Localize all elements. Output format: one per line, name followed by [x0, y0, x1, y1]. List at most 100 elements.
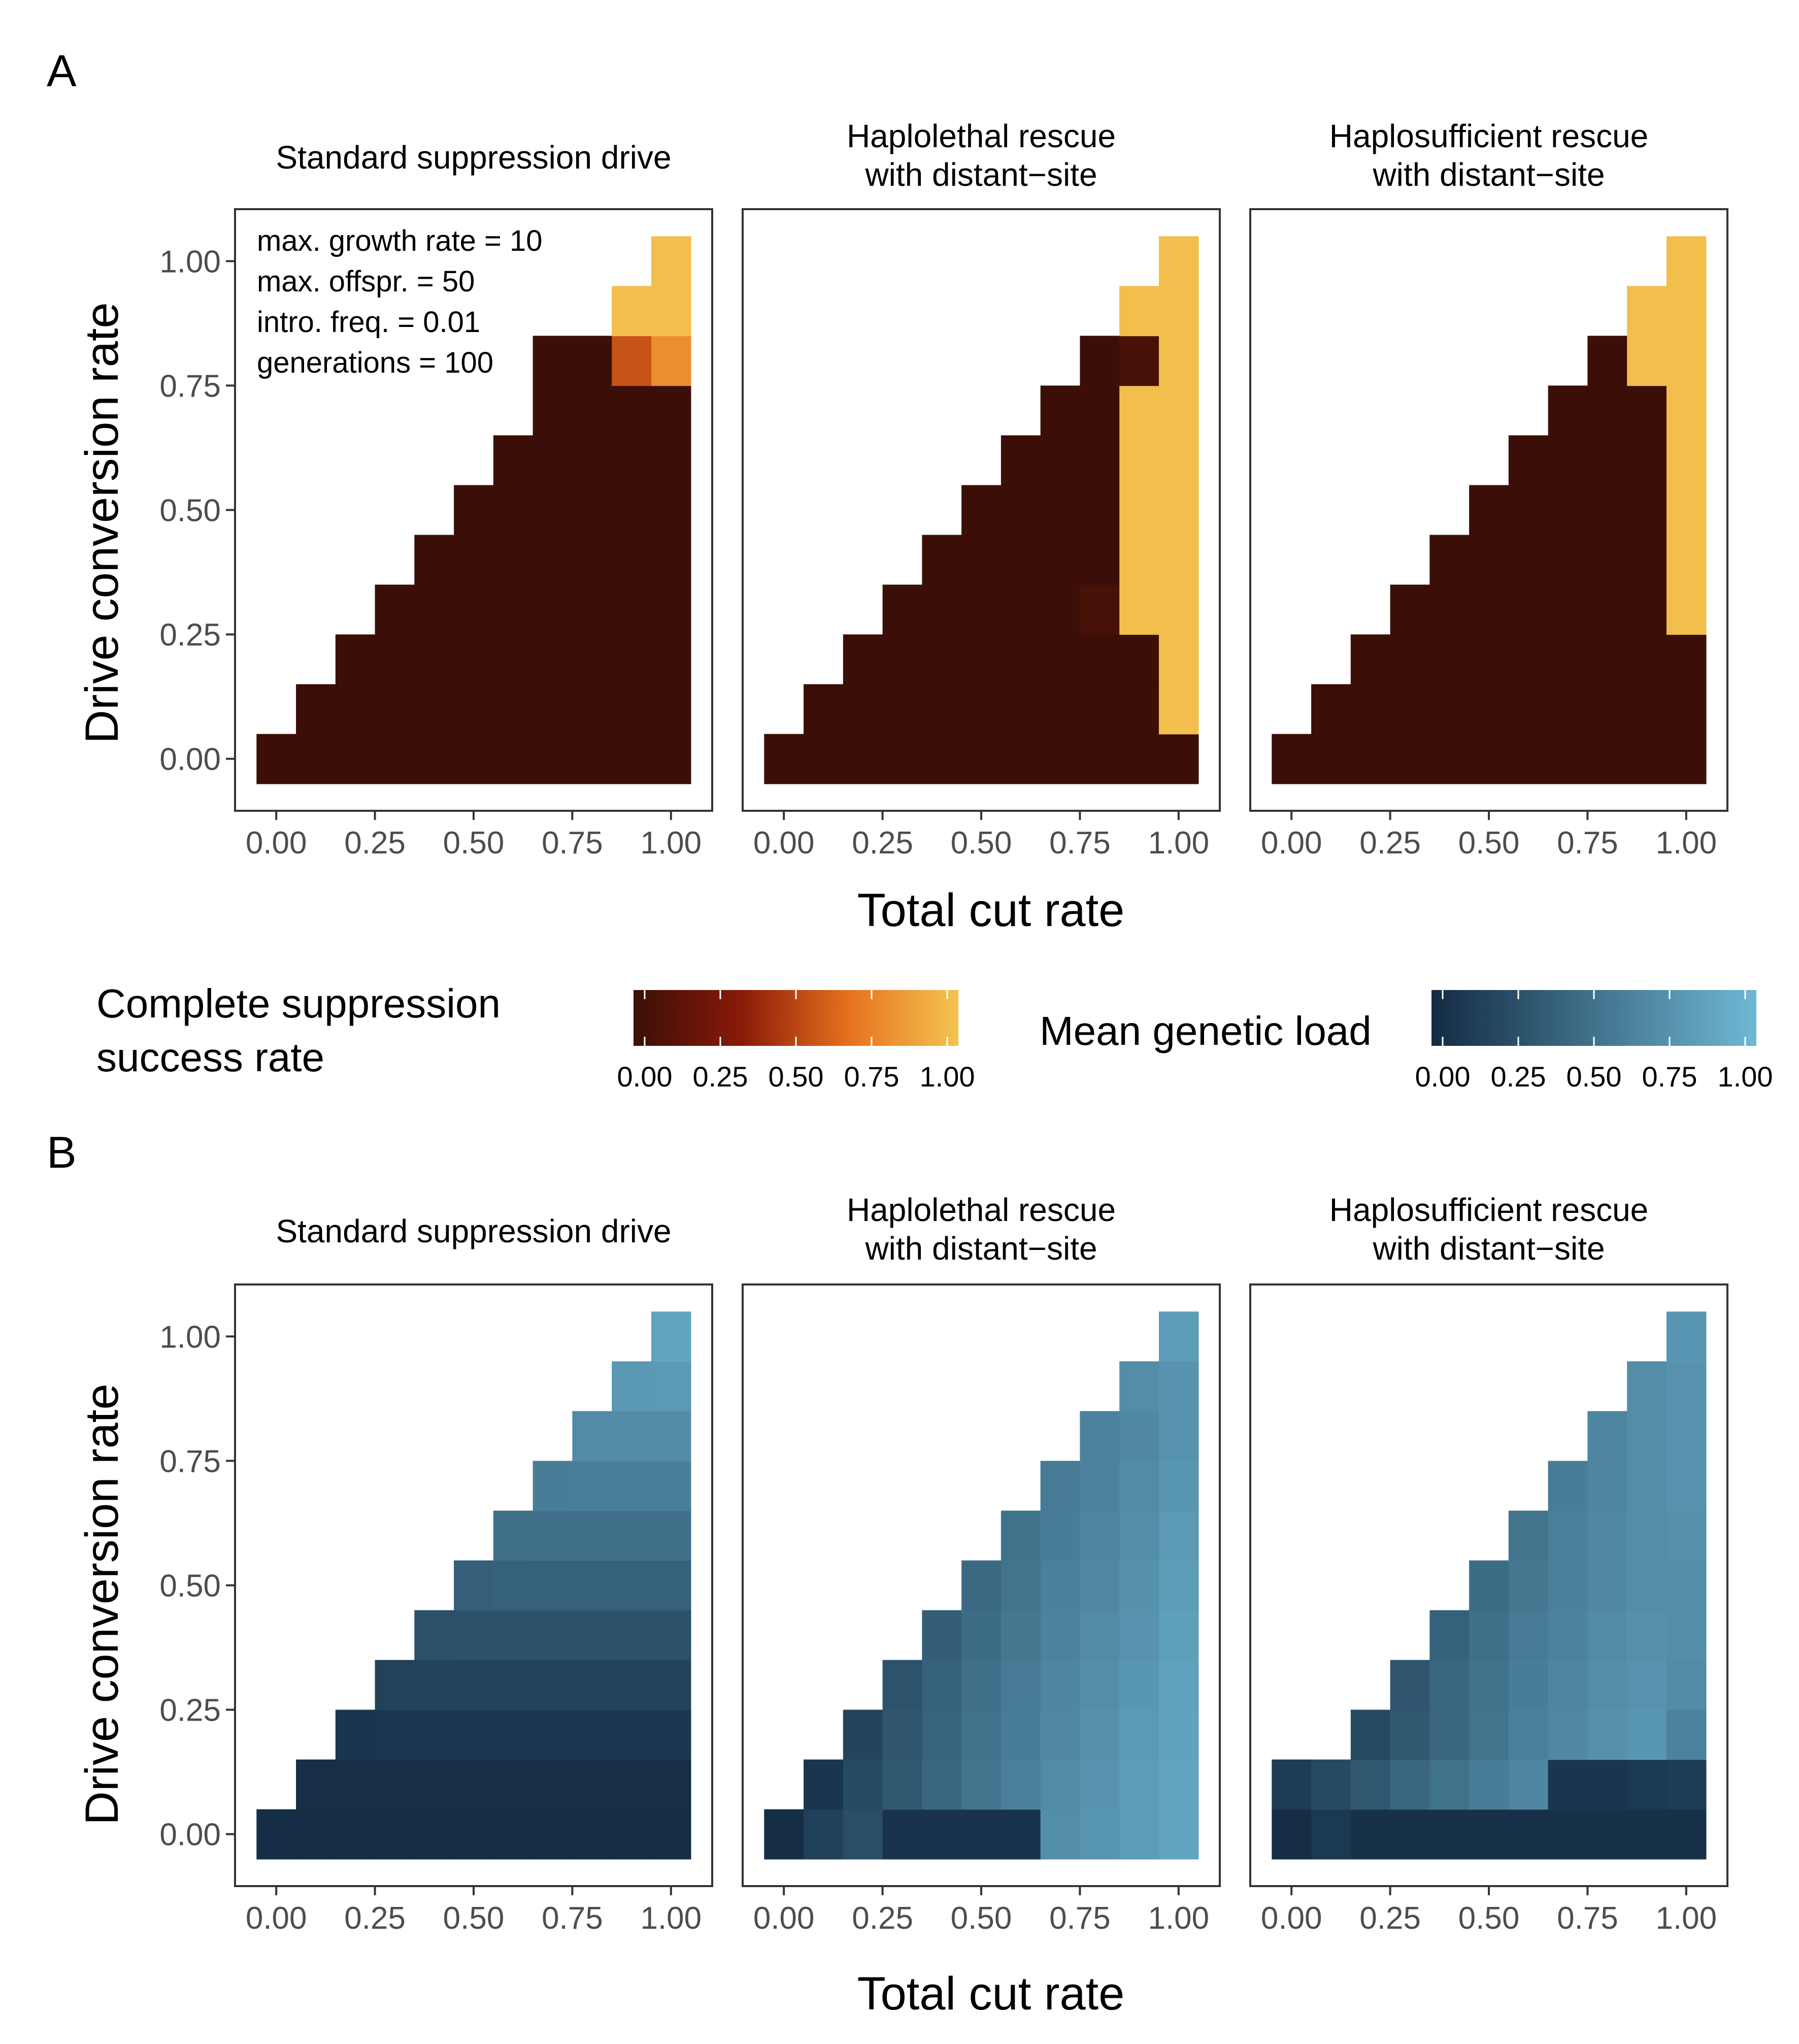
heatmap-cell	[1469, 584, 1509, 635]
heatmap-cell	[532, 734, 573, 784]
heatmap-cell	[651, 236, 691, 287]
heatmap-cell	[532, 684, 573, 735]
heatmap-cell	[1587, 1461, 1627, 1511]
heatmap-cell	[1627, 1809, 1667, 1860]
heatmap-cell	[1040, 435, 1081, 486]
legend-success: Complete suppression success rate 0.00 0.…	[96, 981, 975, 1093]
heatmap-cell	[493, 1510, 534, 1561]
x-tick-label: 0.75	[1557, 1901, 1618, 1936]
heatmap-cell	[1508, 1759, 1549, 1810]
heatmap-cell	[454, 485, 494, 536]
heatmap-cell	[612, 1809, 652, 1860]
panel-b-x-axis-title: Total cut rate	[857, 1968, 1125, 2020]
heatmap-cell	[1429, 1709, 1470, 1760]
heatmap-cell	[1587, 1809, 1627, 1860]
heatmap-cell	[843, 1709, 883, 1760]
heatmap-cell	[572, 385, 612, 436]
heatmap-cell	[375, 734, 415, 784]
heatmap-cell	[1666, 385, 1707, 436]
heatmap-cell	[454, 1560, 494, 1611]
heatmap-cell	[651, 1759, 691, 1810]
heatmap-cell	[961, 1560, 1002, 1611]
legend-load-tick-label: 0.50	[1567, 1061, 1622, 1093]
heatmap-cell	[1469, 1560, 1509, 1611]
heatmap-cell	[1080, 1461, 1120, 1511]
heatmap-cell	[572, 336, 612, 386]
heatmap-cell	[1666, 1809, 1707, 1860]
heatmap-cell	[1627, 485, 1667, 536]
heatmap-cell	[1548, 1809, 1588, 1860]
heatmap-cell	[651, 1660, 691, 1710]
heatmap-cell	[375, 1809, 415, 1860]
heatmap-cell	[532, 634, 573, 685]
heatmap-cell	[1587, 634, 1627, 685]
heatmap-cell	[375, 1660, 415, 1710]
heatmap-cell	[922, 634, 962, 685]
heatmap-cell	[493, 535, 534, 585]
heatmap-cell	[572, 485, 612, 536]
heatmap-cell	[1548, 1461, 1588, 1511]
facet-title-panelA-2: Haplosufficient rescue	[1329, 118, 1649, 154]
heatmap-cell	[1001, 1660, 1041, 1710]
y-tick-label: 1.00	[159, 244, 221, 279]
heatmap-cell	[612, 1709, 652, 1760]
heatmap-cell	[1548, 1759, 1588, 1810]
heatmap-cell	[296, 1759, 336, 1810]
heatmap-cell	[1390, 734, 1430, 784]
heatmap-cell	[1040, 385, 1081, 436]
heatmap-cell	[1666, 1660, 1707, 1710]
heatmap-cell	[1587, 1660, 1627, 1710]
heatmap-cell	[1001, 1510, 1041, 1561]
heatmap-cell	[1666, 684, 1707, 735]
heatmap-cell	[375, 634, 415, 685]
heatmap-cell	[572, 535, 612, 585]
heatmap-cell	[572, 684, 612, 735]
heatmap-cell	[1040, 1660, 1081, 1710]
heatmap-cell	[651, 1411, 691, 1462]
heatmap-cell	[1429, 734, 1470, 784]
heatmap-cell	[804, 734, 844, 784]
heatmap-cell	[1429, 1759, 1470, 1810]
heatmap-cell	[1390, 1709, 1430, 1760]
annotation-line-3: intro. freq. = 0.01	[257, 306, 480, 339]
heatmap-cell	[532, 435, 573, 486]
heatmap-cell	[1666, 1411, 1707, 1462]
heatmap-cell	[961, 1709, 1002, 1760]
heatmap-cell	[256, 1809, 296, 1860]
heatmap-cell	[1158, 1660, 1199, 1710]
facet-title-panelA-1: Haplolethal rescue	[847, 118, 1116, 154]
heatmap-cell	[1272, 1759, 1312, 1810]
heatmap-cell	[1587, 1759, 1627, 1810]
heatmap-cell	[1158, 1311, 1199, 1362]
heatmap-cell	[572, 1709, 612, 1760]
heatmap-cell	[1666, 535, 1707, 585]
heatmap-cell	[1469, 1660, 1509, 1710]
annotation-line-4: generations = 100	[257, 346, 493, 379]
heatmap-cell	[1158, 1759, 1199, 1810]
heatmap-cell	[651, 1809, 691, 1860]
x-tick-label: 1.00	[1148, 1901, 1209, 1936]
heatmap-cell	[1001, 734, 1041, 784]
heatmap-cell	[1666, 336, 1707, 386]
facet-title-panelA-2: with distant−site	[1372, 156, 1605, 193]
heatmap-cell	[922, 1610, 962, 1661]
heatmap-cell	[1001, 1809, 1041, 1860]
heatmap-cell	[1040, 1709, 1081, 1760]
heatmap-cell	[1627, 535, 1667, 585]
x-tick-label: 0.75	[1049, 1901, 1111, 1936]
heatmap-cell	[296, 1809, 336, 1860]
heatmap-cell	[651, 1560, 691, 1611]
heatmap-cell	[612, 336, 652, 386]
heatmap-cell	[651, 1361, 691, 1412]
heatmap-cell	[1508, 1560, 1549, 1611]
heatmap-cell	[1040, 734, 1081, 784]
heatmap-cell	[1666, 1560, 1707, 1611]
heatmap-cell	[804, 1759, 844, 1810]
heatmap-cell	[1587, 1610, 1627, 1661]
heatmap-cell	[1080, 336, 1120, 386]
heatmap-cell	[1040, 1759, 1081, 1810]
x-tick-label: 0.00	[246, 826, 307, 861]
legend-load: Mean genetic load 0.00 0.25 0.50 0.75 1.00	[1040, 990, 1773, 1093]
heatmap-cell	[1001, 1709, 1041, 1760]
